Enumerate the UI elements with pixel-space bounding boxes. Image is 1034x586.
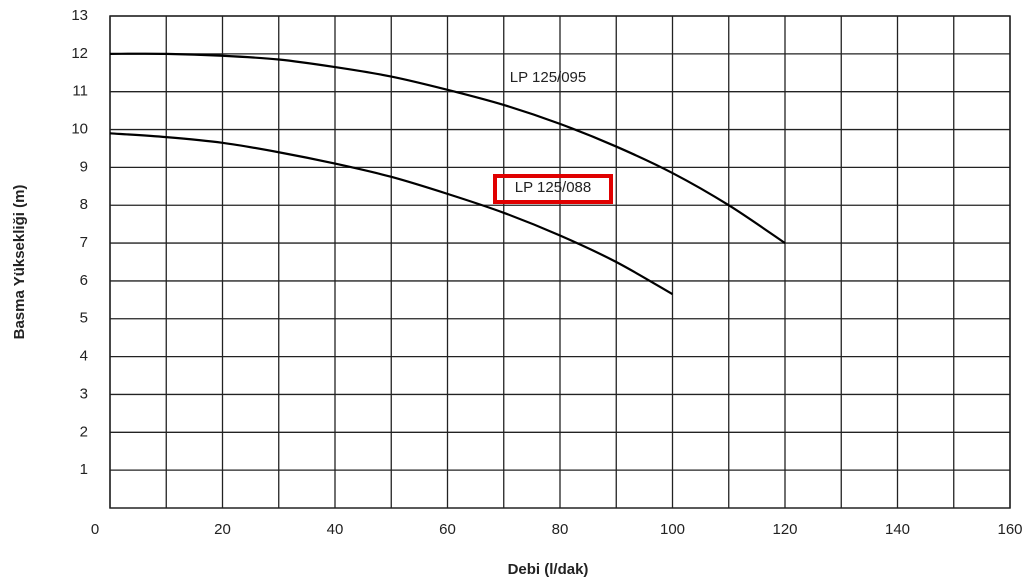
- highlight-box: [493, 174, 613, 204]
- y-tick-label: 4: [80, 348, 88, 365]
- y-tick-label: 5: [80, 310, 88, 327]
- y-tick-label: 2: [80, 423, 88, 440]
- x-tick-label: 160: [997, 521, 1022, 538]
- x-tick-label: 40: [327, 521, 344, 538]
- curve: [109, 132, 674, 296]
- y-tick-label: 12: [71, 45, 88, 62]
- y-tick-label: 1: [80, 461, 88, 478]
- y-tick-label: 13: [71, 7, 88, 24]
- x-tick-label: 20: [214, 521, 231, 538]
- x-tick-label: 0: [91, 521, 99, 538]
- x-tick-label: 140: [885, 521, 910, 538]
- x-tick-label: 100: [660, 521, 685, 538]
- y-tick-label: 7: [80, 234, 88, 251]
- series-label: LP 125/088: [515, 179, 591, 196]
- y-tick-label: 3: [80, 385, 88, 402]
- y-tick-label: 9: [80, 158, 88, 175]
- y-axis-label: Basma Yüksekliği (m): [11, 185, 28, 340]
- x-tick-label: 60: [439, 521, 456, 538]
- x-tick-label: 120: [772, 521, 797, 538]
- x-axis-label: Debi (l/dak): [508, 561, 589, 578]
- y-tick-label: 11: [72, 83, 88, 100]
- curve: [109, 52, 786, 244]
- y-tick-label: 6: [80, 272, 88, 289]
- x-tick-label: 80: [552, 521, 569, 538]
- series-label: LP 125/095: [510, 69, 586, 86]
- y-tick-label: 10: [71, 121, 88, 138]
- y-tick-label: 8: [80, 196, 88, 213]
